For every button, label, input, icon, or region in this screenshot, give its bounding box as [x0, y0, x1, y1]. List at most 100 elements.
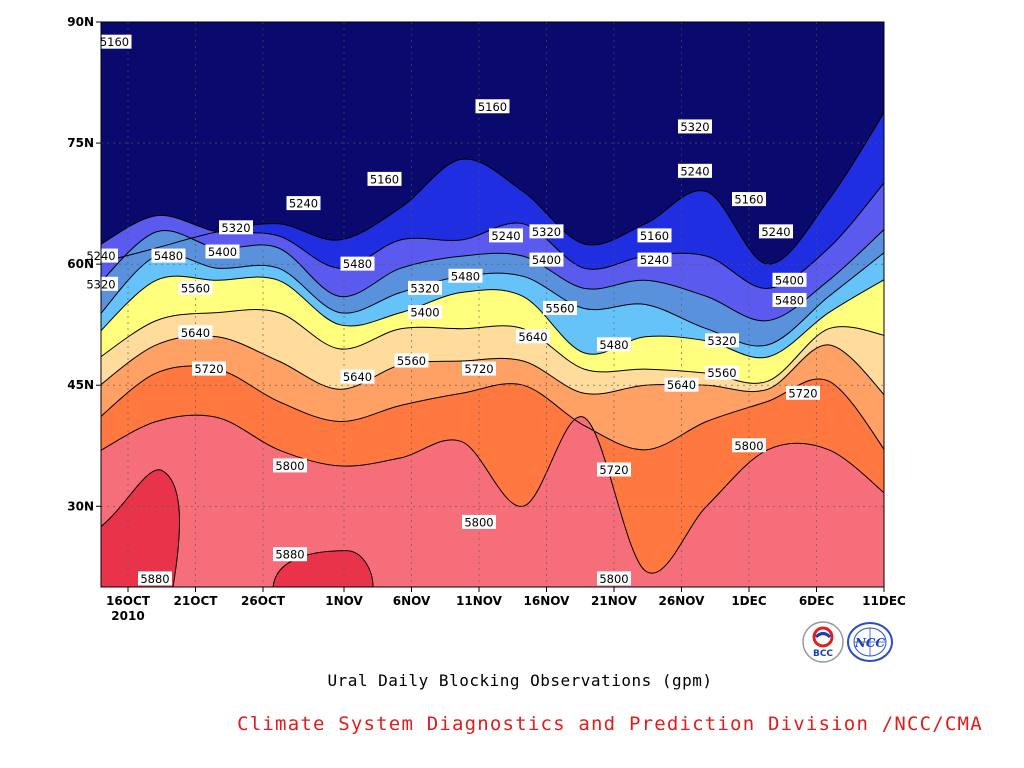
x-tick-label: 21NOV [591, 594, 638, 608]
contour-label-text: 5240 [761, 225, 790, 239]
contour-label-text: 5320 [410, 281, 439, 295]
contour-label-text: 5720 [599, 463, 628, 477]
axis-layer: 16OCT 21OCT 26OCT 1NOV 6NOV 11NOV 16NOV 21NOV 26… [67, 15, 906, 623]
contour-label: 5400 [772, 272, 807, 287]
contour-label: 5320 [408, 280, 442, 295]
contour-label: 5880 [138, 571, 172, 586]
contour-label-bg [772, 292, 807, 307]
contour-label: 5320 [529, 224, 564, 239]
contour-label-bg [178, 280, 213, 295]
contour-label-bg [732, 438, 766, 453]
contour-label-text: 5160 [100, 35, 129, 49]
contour-label-bg [516, 329, 550, 344]
contour-label-bg [759, 224, 793, 239]
contour-label-text: 5240 [680, 164, 709, 178]
contour-label: 5160 [732, 192, 766, 207]
contour-label-bg [178, 325, 213, 340]
x-tick-label: 16NOV [524, 594, 571, 608]
x-tick-label: 26OCT [241, 594, 286, 608]
contour-label-bg [408, 305, 442, 320]
contour-label-bg [273, 547, 307, 562]
contour-label-bg [705, 333, 739, 348]
x-tick-label: 26NOV [659, 594, 706, 608]
contour-5720 [101, 365, 884, 451]
contour-label: 5880 [273, 547, 307, 562]
contour-label-text: 5480 [775, 293, 804, 307]
contour-label-text: 5800 [734, 439, 763, 453]
contour-label: 5720 [597, 462, 631, 477]
contour-label: 5640 [664, 377, 699, 392]
contour-label-text: 5160 [370, 172, 399, 186]
contour-label-bg [97, 34, 132, 49]
contour-label-text: 5160 [640, 229, 669, 243]
band-above-5880-west [101, 469, 180, 587]
contour-label-text: 5480 [154, 249, 183, 263]
contour-label: 5160 [475, 99, 510, 114]
contour-label-bg [597, 571, 631, 586]
contour-5800 [101, 414, 884, 574]
contour-label-bg [705, 365, 739, 380]
contour-label: 5320 [678, 119, 712, 134]
contour-label: 5400 [205, 244, 240, 259]
contour-label-text: 5720 [464, 362, 493, 376]
contour-label: 5800 [462, 514, 496, 529]
contour-label: 5800 [732, 438, 766, 453]
contour-label-text: 5400 [208, 245, 237, 259]
contour-label-bg [462, 514, 496, 529]
contour-label-text: 5320 [680, 120, 709, 134]
contour-label-text: 5240 [491, 229, 520, 243]
contour-label-text: 5640 [667, 378, 696, 392]
contour-label-text: 5800 [275, 459, 304, 473]
x-tick-label: 16OCT [106, 594, 151, 608]
contour-label-bg [786, 385, 820, 400]
contour-label-text: 5560 [707, 366, 736, 380]
contour-label-bg [448, 268, 483, 283]
contour-5400 [101, 252, 884, 347]
contour-label-text: 5480 [451, 269, 480, 283]
contour-label-text: 5400 [410, 306, 439, 320]
chart-credit: Climate System Diagnostics and Predictio… [237, 713, 983, 735]
y-tick-label: 90N [67, 15, 94, 29]
contour-label-text: 5400 [532, 253, 561, 267]
contour-label: 5640 [340, 369, 375, 384]
contour-label-text: 5800 [599, 572, 628, 586]
contour-label-bg [192, 361, 226, 376]
contour-label-bg [367, 171, 402, 186]
contour-label: 5560 [394, 353, 429, 368]
contour-label: 5240 [489, 228, 523, 243]
contour-label: 5400 [529, 252, 564, 267]
contour-label-text: 5400 [775, 273, 804, 287]
contour-label-bg [772, 272, 807, 287]
contour-label-bg [408, 280, 442, 295]
x-tick-label: 6NOV [393, 594, 431, 608]
contour-label: 5480 [340, 256, 375, 271]
contour-label: 5560 [543, 301, 577, 316]
contour-label-bg [340, 369, 375, 384]
y-tick-label: 75N [67, 136, 94, 150]
contour-label: 5720 [786, 385, 820, 400]
contour-fill-layer [101, 22, 884, 587]
x-tick-label: 11DEC [862, 594, 906, 608]
contour-label-text: 5240 [640, 253, 669, 267]
contour-label: 5720 [462, 361, 496, 376]
contour-label-bg [138, 571, 172, 586]
contour-label: 5640 [178, 325, 213, 340]
y-tick-label: 45N [67, 378, 94, 392]
contour-label-bg [597, 337, 631, 352]
contour-label-bg [529, 224, 564, 239]
contour-5480 [101, 275, 884, 359]
contour-label-text: 5880 [140, 572, 169, 586]
contour-label-text: 5720 [194, 362, 223, 376]
contour-label-bg [273, 458, 307, 473]
contour-label-text: 5880 [275, 548, 304, 562]
x-tick-label: 21OCT [174, 594, 219, 608]
contour-label-bg [394, 353, 429, 368]
contour-label-text: 5640 [181, 326, 210, 340]
contour-label-text: 5160 [734, 193, 763, 207]
ncc-logo-text: NCC [854, 636, 886, 650]
contour-label-text: 5320 [707, 334, 736, 348]
x-tick-label: 1NOV [325, 594, 363, 608]
contour-label-bg [475, 99, 510, 114]
contour-label-layer: 5160 5160 5160 5160 5160 5240 5240 5240 5240 5240… [84, 34, 820, 586]
